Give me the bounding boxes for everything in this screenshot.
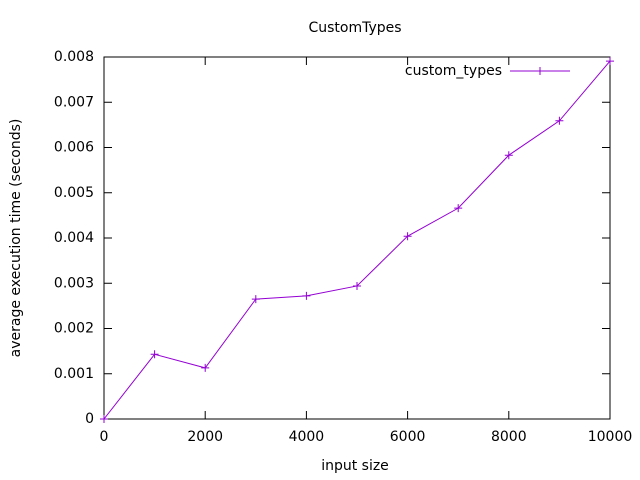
y-tick-label: 0.006 — [54, 140, 94, 156]
x-tick-label: 2000 — [187, 429, 223, 445]
plot-border — [103, 56, 611, 420]
data-point — [353, 281, 361, 290]
y-tick-label: 0.007 — [54, 94, 94, 110]
data-point — [606, 57, 614, 66]
data-point — [504, 151, 513, 160]
data-point — [201, 363, 210, 372]
y-axis-label: average execution time (seconds) — [8, 119, 24, 358]
y-tick-label: 0.005 — [54, 185, 94, 201]
legend-label: custom_types — [405, 63, 502, 79]
data-point — [555, 116, 564, 125]
y-tick-label: 0.003 — [54, 275, 94, 291]
y-tick-label: 0.008 — [54, 49, 94, 65]
data-point — [100, 415, 108, 423]
data-point — [150, 350, 159, 359]
x-tick-label: 0 — [100, 429, 109, 445]
y-tick-label: 0 — [85, 411, 94, 427]
data-point — [302, 291, 311, 300]
x-tick-label: 10000 — [588, 429, 633, 445]
x-tick-label: 8000 — [491, 429, 527, 445]
data-point — [454, 204, 463, 213]
legend-marker — [536, 67, 544, 75]
chart-title: CustomTypes — [308, 20, 401, 36]
x-tick-label: 4000 — [289, 429, 325, 445]
y-tick-label: 0.001 — [54, 366, 94, 382]
y-tick-label: 0.002 — [54, 321, 94, 337]
x-tick-label: 6000 — [390, 429, 426, 445]
y-tick-label: 0.004 — [54, 230, 94, 246]
data-point — [403, 232, 412, 241]
x-axis-label: input size — [321, 458, 389, 474]
data-line — [103, 60, 611, 420]
data-point — [251, 295, 260, 304]
